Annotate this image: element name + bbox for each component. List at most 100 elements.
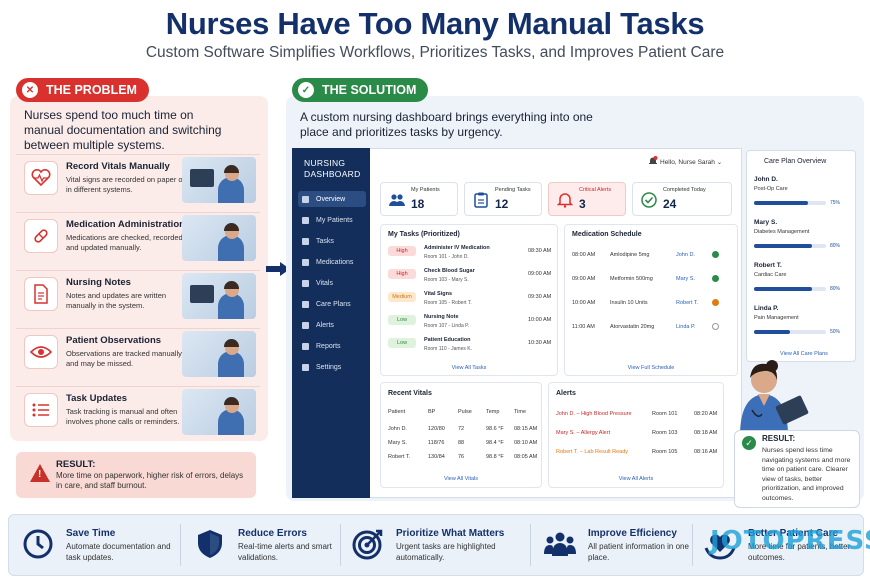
care-plan-patient[interactable]: Linda P. bbox=[754, 305, 779, 312]
user-greeting[interactable]: Hello, Nurse Sarah ⌄ bbox=[660, 158, 722, 166]
task-time: 10:30 AM bbox=[528, 340, 552, 346]
vitals-cell: 130/84 bbox=[428, 454, 445, 460]
stat-label: Completed Today bbox=[663, 187, 706, 193]
med-drug: Metformin 500mg bbox=[610, 276, 653, 282]
gear-icon bbox=[302, 363, 309, 371]
view-all-tasks-link[interactable]: View All Tasks bbox=[451, 365, 487, 371]
benefit-item: Improve Efficiency All patient informati… bbox=[544, 514, 704, 576]
watermark-text: JOTOPRESS bbox=[710, 526, 870, 556]
vitals-header: BP bbox=[428, 409, 436, 415]
alert-room: Room 101 bbox=[652, 411, 678, 417]
stat-label: My Patients bbox=[411, 187, 440, 193]
nav-alerts[interactable]: Alerts bbox=[298, 317, 366, 333]
med-patient[interactable]: John D. bbox=[676, 252, 695, 258]
care-plan-patient[interactable]: Mary S. bbox=[754, 219, 778, 226]
vitals-cell: 98.4 °F bbox=[486, 440, 504, 446]
nav-label: Tasks bbox=[316, 237, 334, 245]
check-circle-icon[interactable] bbox=[712, 251, 719, 258]
task-room: Room 101 - John D. bbox=[424, 254, 469, 260]
stat-pending-tasks[interactable]: Pending Tasks 12 bbox=[464, 182, 542, 216]
notification-bell-icon[interactable] bbox=[648, 156, 658, 166]
care-plan-patient[interactable]: Robert T. bbox=[754, 262, 782, 269]
problem-item: Medication Administration Medications ar… bbox=[16, 212, 260, 262]
solution-label: ✓ THE SOLUTIOM bbox=[292, 78, 429, 102]
target-icon bbox=[352, 529, 383, 560]
nav-my-patients[interactable]: My Patients bbox=[298, 212, 366, 228]
solution-label-text: THE SOLUTIOM bbox=[322, 83, 417, 97]
med-patient[interactable]: Robert T. bbox=[676, 300, 699, 306]
care-plan-progress-bar bbox=[754, 201, 826, 205]
task-time: 08:30 AM bbox=[528, 248, 552, 254]
problem-result-box: ! bbox=[16, 452, 256, 498]
vitals-cell: Mary S. bbox=[388, 440, 407, 446]
med-time: 08:00 AM bbox=[572, 252, 596, 258]
nurse-photo bbox=[182, 389, 256, 435]
nav-medications[interactable]: Medications bbox=[298, 254, 366, 270]
med-patient[interactable]: Mary S. bbox=[676, 276, 695, 282]
benefit-item: Save Time Automate documentation and tas… bbox=[22, 514, 182, 576]
med-patient[interactable]: Linda P. bbox=[676, 324, 696, 330]
task-time: 09:30 AM bbox=[528, 294, 552, 300]
team-icon bbox=[544, 532, 576, 556]
nav-label: Settings bbox=[316, 363, 342, 371]
alert-time: 08:18 AM bbox=[694, 430, 718, 436]
nav-overview[interactable]: Overview bbox=[298, 191, 366, 207]
alert-time: 08:16 AM bbox=[694, 449, 718, 455]
stat-critical-alerts[interactable]: Critical Alerts 3 bbox=[548, 182, 626, 216]
clock-icon[interactable] bbox=[712, 299, 719, 306]
task-title[interactable]: Vital Signs bbox=[424, 291, 453, 297]
care-plan-card bbox=[746, 150, 856, 362]
list-icon bbox=[24, 393, 58, 427]
nav-reports[interactable]: Reports bbox=[298, 338, 366, 354]
nav-settings[interactable]: Settings bbox=[298, 359, 366, 375]
benefit-desc: More time for patients, better outcomes. bbox=[748, 542, 851, 562]
problem-item-title: Nursing Notes bbox=[66, 277, 131, 288]
chart-icon bbox=[302, 342, 309, 350]
benefit-desc: Automate documentation and task updates. bbox=[66, 542, 171, 562]
problem-item-title: Medication Administration bbox=[66, 219, 185, 230]
heart-pulse-icon bbox=[24, 161, 58, 195]
problem-panel bbox=[10, 96, 268, 441]
med-drug: Amlodipine 5mg bbox=[610, 252, 650, 258]
vitals-header: Temp bbox=[486, 409, 500, 415]
nav-label: My Patients bbox=[316, 216, 353, 224]
view-all-care-plans-link[interactable]: View All Care Plans bbox=[780, 351, 828, 357]
nav-vitals[interactable]: Vitals bbox=[298, 275, 366, 291]
check-circle-icon[interactable] bbox=[712, 275, 719, 282]
vitals-card bbox=[380, 382, 542, 488]
task-title[interactable]: Nursing Note bbox=[424, 314, 459, 320]
alert-text[interactable]: Robert T. – Lab Result Ready bbox=[556, 449, 629, 455]
alert-text[interactable]: Mary S. – Allergy Alert bbox=[556, 430, 611, 436]
nav-tasks[interactable]: Tasks bbox=[298, 233, 366, 249]
vitals-header: Patient bbox=[388, 409, 406, 415]
task-room: Room 110 - James K. bbox=[424, 346, 472, 352]
task-title[interactable]: Check Blood Sugar bbox=[424, 268, 475, 274]
empty-circle-icon[interactable] bbox=[712, 323, 719, 330]
vitals-cell: 88 bbox=[458, 440, 465, 446]
care-plan-patient[interactable]: John D. bbox=[754, 176, 778, 183]
view-full-schedule-link[interactable]: View Full Schedule bbox=[627, 365, 675, 371]
stat-completed-today[interactable]: Completed Today 24 bbox=[632, 182, 732, 216]
task-title[interactable]: Administer IV Medication bbox=[424, 245, 490, 251]
care-plan-progress-bar bbox=[754, 330, 826, 334]
task-title[interactable]: Patient Education bbox=[424, 337, 471, 343]
care-plan-percent: 80% bbox=[830, 243, 841, 249]
view-all-vitals-link[interactable]: View All Vitals bbox=[443, 476, 479, 482]
bell-icon bbox=[302, 321, 309, 329]
problem-item-desc: Notes and updates are written manually i… bbox=[66, 291, 167, 310]
stat-my-patients[interactable]: My Patients 18 bbox=[380, 182, 458, 216]
priority-badge: High bbox=[388, 246, 416, 256]
nav-label: Medications bbox=[316, 258, 354, 266]
med-drug: Insulin 10 Units bbox=[610, 300, 648, 306]
nav-care-plans[interactable]: Care Plans bbox=[298, 296, 366, 312]
benefit-item: Better Patient Care More time for patien… bbox=[704, 514, 864, 576]
heart-pulse-icon bbox=[302, 279, 309, 287]
alert-text[interactable]: John D. – High Blood Pressure bbox=[556, 411, 632, 417]
priority-badge: Medium bbox=[388, 292, 416, 302]
nav-label: Reports bbox=[316, 342, 341, 350]
stat-value: 12 bbox=[495, 197, 509, 211]
bell-icon bbox=[557, 193, 573, 208]
vitals-cell: John D. bbox=[388, 426, 407, 432]
problem-label-text: THE PROBLEM bbox=[46, 83, 137, 97]
view-all-alerts-link[interactable]: View All Alerts bbox=[618, 476, 654, 482]
